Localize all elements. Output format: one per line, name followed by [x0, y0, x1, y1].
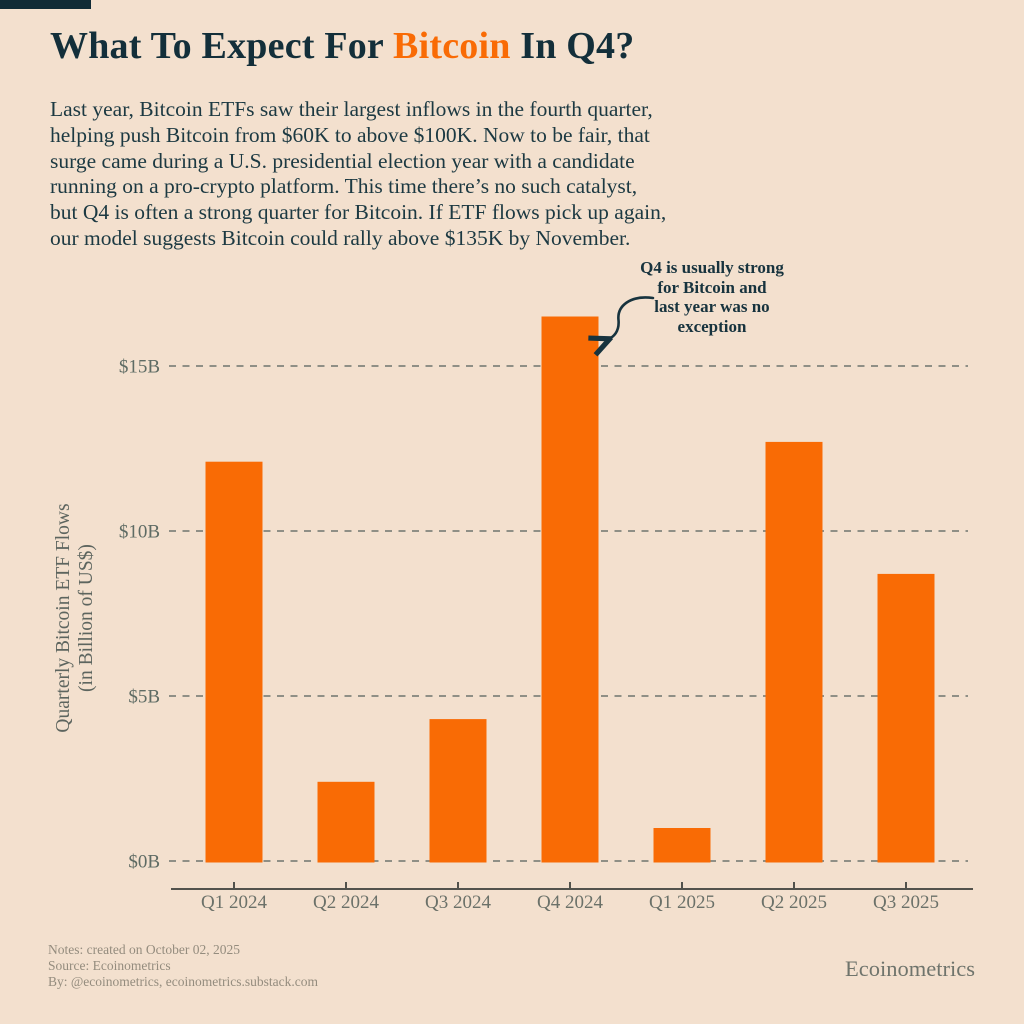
notes-source: Source: Ecoinometrics	[48, 957, 171, 973]
x-tick-label: Q1 2025	[649, 892, 715, 913]
intro-line: our model suggests Bitcoin could rally a…	[50, 225, 631, 250]
footer-notes: Notes: created on October 02, 2025 Sourc…	[48, 942, 318, 989]
x-tick-label: Q4 2024	[537, 892, 603, 913]
title-prefix: What To Expect For	[50, 25, 394, 67]
x-tick-label: Q3 2025	[873, 892, 939, 913]
bar-layer	[205, 316, 935, 863]
intro-line: but Q4 is often a strong quarter for Bit…	[50, 200, 667, 225]
y-axis-title: Quarterly Bitcoin ETF Flows (in Billion …	[52, 418, 98, 818]
annotation-line: last year was no	[654, 297, 770, 316]
axis-layer: Q1 2024 Q2 2024 Q3 2024 Q4 2024 Q1 2025 Q2 20…	[171, 882, 973, 913]
annotation-line: for Bitcoin and	[657, 277, 767, 297]
brand-corner-tab	[0, 0, 91, 9]
title-highlight: Bitcoin	[393, 25, 511, 67]
annotation-line: exception	[677, 316, 747, 336]
page-title: What To Expect For Bitcoin In Q4?	[50, 24, 634, 68]
y-tick-label: $0B	[128, 852, 160, 873]
intro-line: helping push Bitcoin from $60K to above …	[50, 122, 650, 147]
intro-line: running on a pro-crypto platform. This t…	[50, 174, 638, 199]
bar-q4-2024	[541, 316, 599, 863]
bar-q1-2025	[653, 828, 711, 863]
intro-line: Last year, Bitcoin ETFs saw their larges…	[50, 97, 653, 121]
bar-q1-2024	[205, 461, 263, 863]
bar-q2-2025	[765, 441, 823, 863]
notes-byline: By: @ecoinometrics, ecoinometrics.substa…	[48, 973, 318, 989]
annotation-line: Q4 is usually strong	[640, 258, 784, 277]
title-suffix: In Q4?	[510, 25, 635, 67]
y-axis-title-line2: (in Billion of US$)	[76, 544, 97, 692]
annotation-arrow-icon	[607, 296, 655, 340]
x-tick-label: Q2 2025	[761, 892, 827, 913]
brand-logo-text: Ecoinometrics	[845, 956, 975, 981]
bar-q3-2024	[429, 719, 487, 863]
intro-line: surge came during a U.S. presidential el…	[50, 148, 635, 173]
y-axis-title-line1: Quarterly Bitcoin ETF Flows	[53, 503, 74, 733]
x-tick-label: Q3 2024	[425, 892, 491, 913]
y-tick-label: $10B	[119, 522, 160, 543]
gridline-layer: $0B $5B $10B $15B	[119, 357, 968, 873]
chart-annotation: Q4 is usually strong for Bitcoin and las…	[628, 258, 796, 336]
bar-q2-2024	[317, 781, 375, 863]
x-tick-label: Q1 2024	[201, 892, 267, 913]
y-tick-label: $15B	[119, 357, 160, 378]
notes-created: Notes: created on October 02, 2025	[48, 942, 240, 957]
y-tick-label: $5B	[128, 687, 160, 708]
x-tick-label: Q2 2024	[313, 892, 379, 913]
intro-paragraph: Last year, Bitcoin ETFs saw their larges…	[50, 97, 666, 252]
bar-q3-2025	[877, 573, 935, 863]
